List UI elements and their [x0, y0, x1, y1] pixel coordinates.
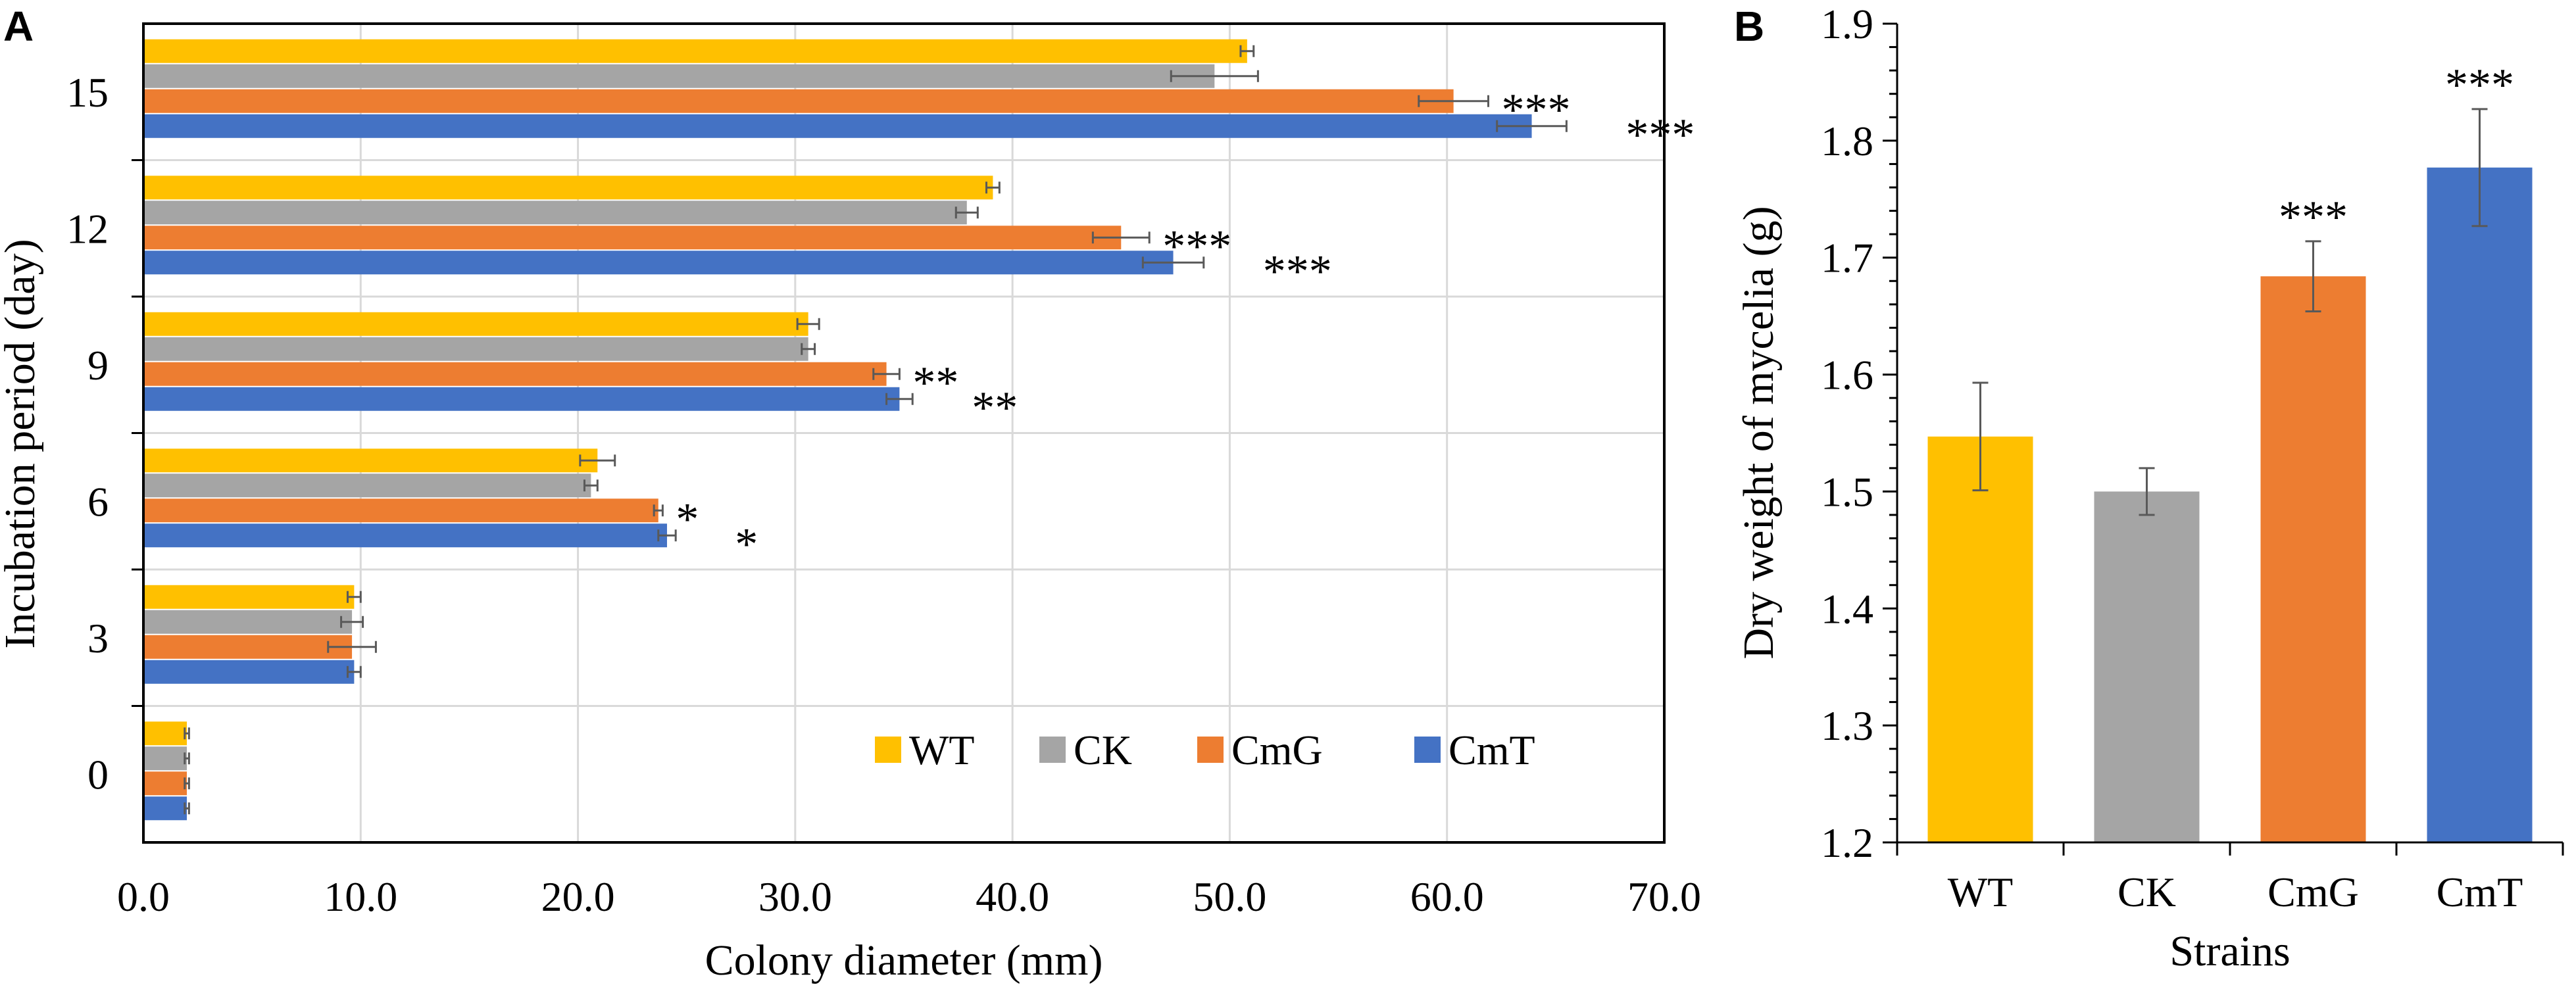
bar-cmg — [143, 362, 887, 386]
significance-mark: ** — [912, 358, 958, 408]
panel-a-x-tick-labels: 0.0 10.0 20.0 30.0 40.0 50.0 60.0 70.0 — [117, 873, 1701, 920]
y-tick-label: 1.2 — [1821, 819, 1873, 866]
panel-a-axis-ticks — [132, 159, 143, 707]
bar-ck — [143, 64, 1215, 88]
legend-label: WT — [909, 727, 975, 773]
bar-cmg — [143, 226, 1122, 250]
bar-wt — [143, 448, 598, 473]
panel-a-bars — [143, 39, 1532, 821]
x-tick-label: CmG — [2267, 869, 2359, 915]
x-tick-label: 20.0 — [541, 873, 615, 920]
bar-ck — [143, 746, 187, 771]
panel-a-y-axis-label: Incubation period (day) — [0, 239, 44, 648]
panel-a-letter: A — [3, 3, 34, 50]
bar-cmt — [143, 796, 187, 821]
panel-b-letter: B — [1734, 3, 1764, 50]
significance-mark: ** — [972, 383, 1018, 433]
bar-cmg — [143, 771, 187, 796]
legend-swatch-ck — [1039, 737, 1066, 763]
legend-label: CK — [1074, 727, 1132, 773]
panel-b-bars — [1927, 167, 2533, 843]
panel-b-x-axis-label: Strains — [2169, 927, 2290, 975]
x-tick-label: 40.0 — [976, 873, 1049, 920]
y-tick-label: 1.4 — [1821, 585, 1873, 632]
bar-cmt — [143, 114, 1532, 138]
bar-ck — [143, 201, 967, 225]
y-tick-label: 1.8 — [1821, 118, 1873, 164]
bar-ck — [2094, 491, 2200, 842]
bar-wt — [1927, 436, 2033, 842]
bar-ck — [143, 337, 808, 361]
panel-a-gridlines — [143, 24, 1664, 842]
significance-mark: *** — [1263, 246, 1332, 297]
significance-mark: *** — [1501, 85, 1570, 135]
bar-cmg — [143, 89, 1454, 113]
bar-wt — [143, 39, 1247, 63]
x-tick-label: 60.0 — [1410, 873, 1484, 920]
bar-wt — [143, 721, 187, 746]
panel-b-significance-marks: *** *** — [2279, 60, 2514, 243]
panel-b-chart: B *** *** 1.2 1.3 1.4 1.5 1.6 1.7 1.8 1.9 WT CK Cm… — [1734, 1, 2564, 975]
bar-wt — [143, 176, 993, 200]
panel-b-y-tick-labels: 1.2 1.3 1.4 1.5 1.6 1.7 1.8 1.9 — [1821, 1, 1873, 866]
significance-mark: *** — [2445, 60, 2514, 110]
x-tick-label: WT — [1948, 869, 2014, 915]
x-tick-label: 10.0 — [324, 873, 397, 920]
y-tick-label: 12 — [66, 205, 109, 252]
significance-mark: * — [735, 519, 758, 569]
panel-a-significance-marks: *** ****** ***** *** * — [676, 85, 1695, 570]
panel-a-y-tick-labels: 15 12 9 6 3 0 — [66, 69, 109, 798]
bar-ck — [143, 610, 353, 634]
bar-cmg — [2260, 276, 2366, 843]
y-tick-label: 1.5 — [1821, 468, 1873, 515]
legend-swatch-wt — [875, 737, 901, 763]
panel-a-legend: WT CK CmG CmT — [875, 727, 1535, 773]
legend-label: CmT — [1449, 727, 1535, 773]
bar-wt — [143, 585, 355, 609]
y-tick-label: 1.6 — [1821, 352, 1873, 399]
y-tick-label: 1.9 — [1821, 1, 1873, 47]
x-tick-label: 70.0 — [1627, 873, 1701, 920]
significance-mark: *** — [2279, 192, 2348, 243]
panel-b-x-tick-labels: WT CK CmG CmT — [1948, 869, 2523, 915]
y-tick-label: 15 — [66, 69, 109, 116]
bar-cmt — [143, 387, 900, 411]
x-tick-label: 0.0 — [117, 873, 170, 920]
panel-b-error-bars — [1972, 108, 2488, 516]
x-tick-label: 30.0 — [758, 873, 832, 920]
significance-mark: * — [676, 494, 699, 545]
bar-cmt — [143, 660, 355, 684]
significance-mark: *** — [1162, 221, 1231, 272]
panel-b-y-axis-label: Dry weight of mycelia (g) — [1735, 206, 1783, 659]
panel-a-error-bars — [184, 45, 1568, 815]
bar-cmg — [143, 635, 353, 659]
panel-a-x-axis-label: Colony diameter (mm) — [705, 936, 1103, 984]
panel-b-axis-ticks — [1883, 22, 2564, 856]
y-tick-label: 1.3 — [1821, 702, 1873, 749]
x-tick-label: CK — [2118, 869, 2176, 915]
bar-cmt — [143, 251, 1174, 275]
x-tick-label: CmT — [2437, 869, 2523, 915]
bar-ck — [143, 473, 591, 498]
legend-swatch-cmt — [1414, 737, 1441, 763]
significance-mark: *** — [1625, 110, 1695, 160]
legend-label: CmG — [1231, 727, 1323, 773]
x-tick-label: 50.0 — [1193, 873, 1266, 920]
y-tick-label: 9 — [87, 342, 109, 389]
y-tick-label: 6 — [87, 478, 109, 525]
y-tick-label: 3 — [87, 615, 109, 662]
bar-cmt — [143, 523, 667, 548]
panel-a-chart: A *** ****** ***** *** * 0.0 10.0 20.0 30.0 40.0… — [0, 3, 1701, 984]
bar-cmt — [2427, 167, 2533, 842]
y-tick-label: 0 — [87, 751, 109, 798]
bar-cmg — [143, 498, 658, 523]
bar-wt — [143, 312, 808, 336]
y-tick-label: 1.7 — [1821, 235, 1873, 281]
legend-swatch-cmg — [1197, 737, 1224, 763]
